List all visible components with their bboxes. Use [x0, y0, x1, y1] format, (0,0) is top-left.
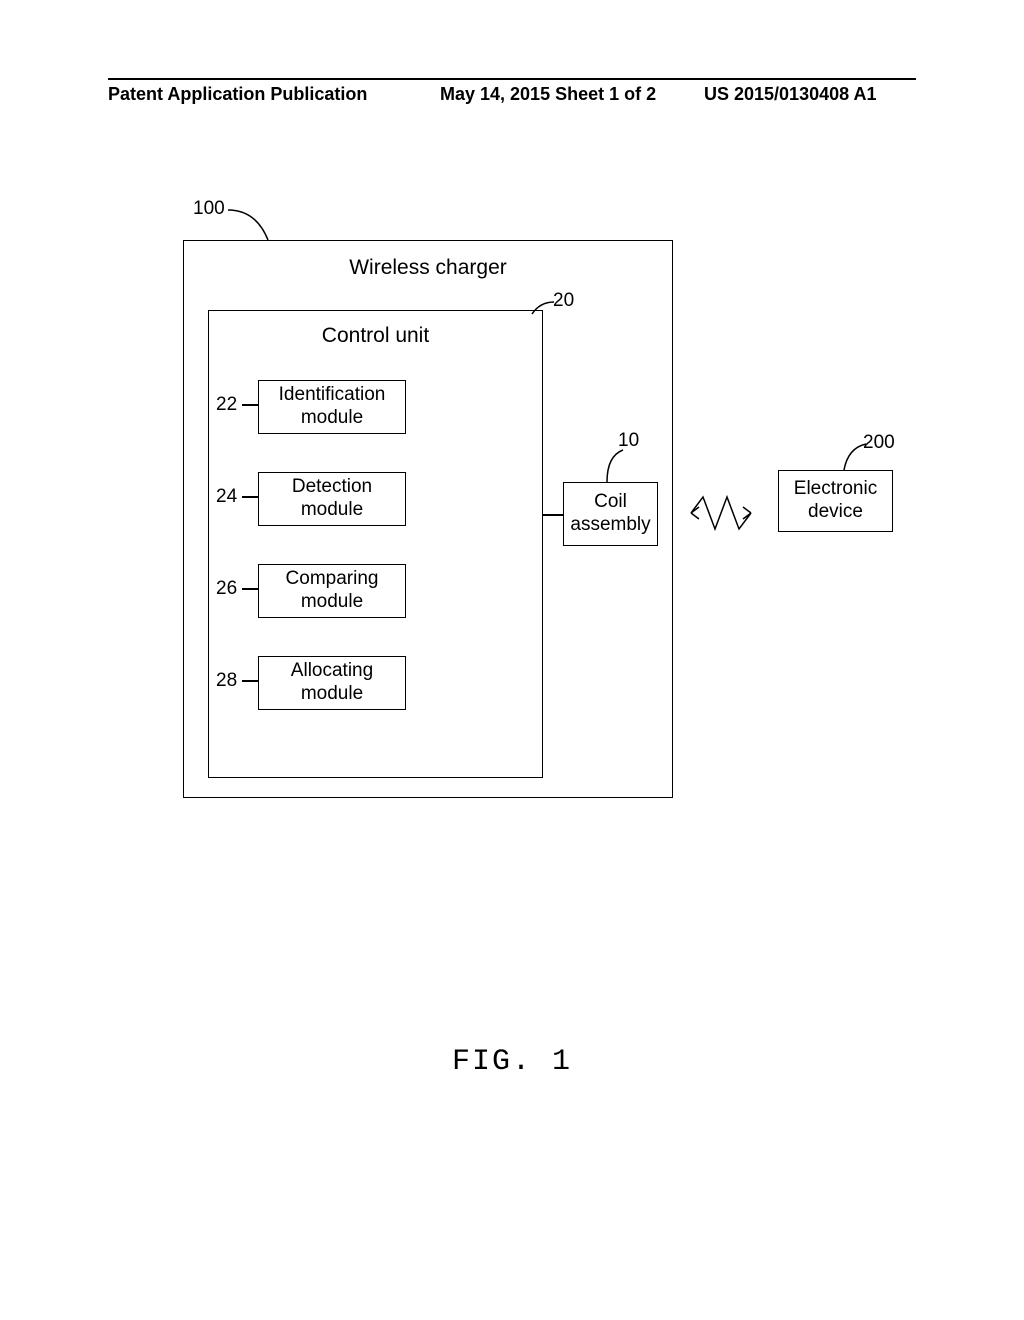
comparing-module-box: Comparing module [258, 564, 406, 618]
ref-28: 28 [216, 670, 237, 692]
coil-assembly-box: Coil assembly [563, 482, 658, 546]
leader-26 [242, 588, 258, 590]
connector-control-coil [543, 514, 563, 516]
leader-20 [530, 300, 558, 318]
allocating-module-label: Allocating module [259, 660, 405, 706]
header-rule [108, 78, 916, 80]
ref-26: 26 [216, 578, 237, 600]
coil-assembly-label: Coil assembly [564, 491, 657, 537]
ref-100: 100 [193, 198, 225, 220]
detection-module-label: Detection module [259, 476, 405, 522]
leader-28 [242, 680, 258, 682]
detection-module-box: Detection module [258, 472, 406, 526]
identification-module-label: Identification module [259, 384, 405, 430]
wireless-charger-label: Wireless charger [184, 255, 672, 280]
ref-22: 22 [216, 394, 237, 416]
header-right: US 2015/0130408 A1 [704, 84, 876, 105]
leader-22 [242, 404, 258, 406]
leader-10 [603, 448, 627, 484]
diagram-area: Wireless charger Control unit Identifica… [108, 190, 916, 850]
leader-100 [226, 208, 276, 243]
comparing-module-label: Comparing module [259, 568, 405, 614]
wireless-signal-icon [683, 485, 768, 540]
leader-24 [242, 496, 258, 498]
leader-200 [840, 442, 870, 472]
electronic-device-box: Electronic device [778, 470, 893, 532]
header-left: Patent Application Publication [108, 84, 367, 105]
ref-24: 24 [216, 486, 237, 508]
electronic-device-label: Electronic device [779, 478, 892, 524]
figure-label: FIG. 1 [0, 1045, 1024, 1079]
allocating-module-box: Allocating module [258, 656, 406, 710]
control-unit-label: Control unit [209, 323, 542, 348]
identification-module-box: Identification module [258, 380, 406, 434]
header-mid: May 14, 2015 Sheet 1 of 2 [440, 84, 656, 105]
